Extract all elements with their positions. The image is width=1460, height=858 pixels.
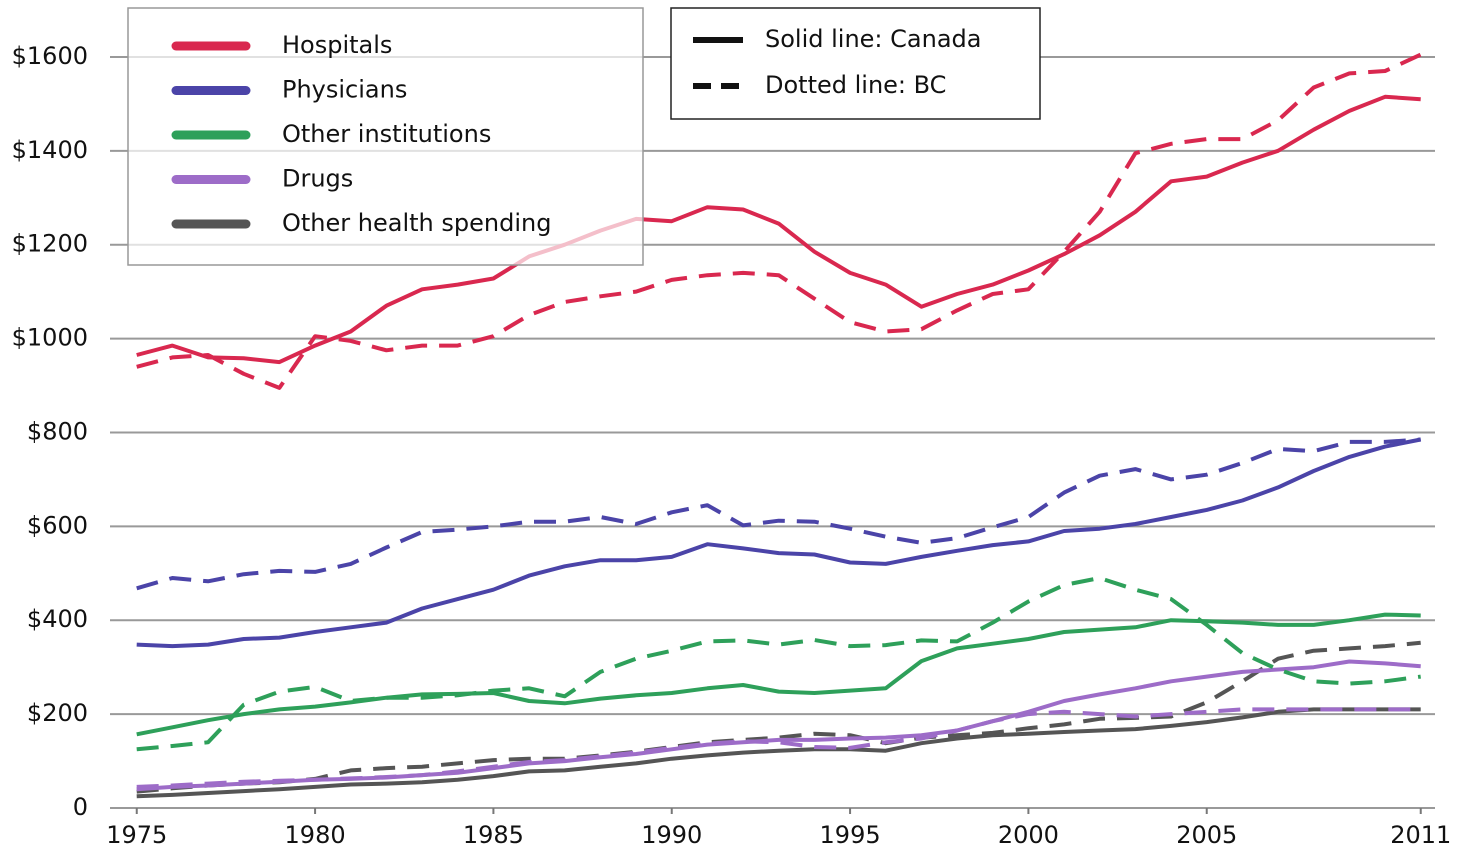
x-tick-label: 1990 — [641, 821, 702, 849]
style-legend: Solid line: Canada Dotted line: BC — [670, 7, 1041, 120]
series-line — [136, 576, 1421, 752]
series-line — [136, 659, 1421, 792]
x-tick-label: 1995 — [820, 821, 881, 849]
legend-label: Hospitals — [282, 31, 392, 59]
y-tick-label: $600 — [27, 511, 88, 539]
style-label: Dotted line: BC — [765, 71, 946, 99]
y-tick-label: $1200 — [12, 230, 88, 258]
x-tick-label: 1985 — [463, 821, 524, 849]
series-line — [136, 707, 1421, 799]
y-tick-label: $200 — [27, 699, 88, 727]
lines — [136, 52, 1422, 799]
x-tick-label: 2011 — [1390, 821, 1451, 849]
x-tick-label: 1980 — [285, 821, 346, 849]
series-line — [136, 437, 1421, 591]
series-line — [136, 437, 1422, 649]
series-line — [136, 52, 1422, 390]
x-tick-label: 1975 — [106, 821, 167, 849]
series-line — [136, 707, 1421, 789]
series-line — [136, 94, 1421, 365]
series-line — [136, 640, 1421, 794]
y-tick-label: $1000 — [12, 324, 88, 352]
y-tick-label: $800 — [27, 417, 88, 445]
style-legend-box — [670, 7, 1041, 120]
x-tick-label: 2005 — [1176, 821, 1237, 849]
y-tick-label: 0 — [73, 793, 88, 821]
y-tick-label: $1400 — [12, 136, 88, 164]
legend-label: Other institutions — [282, 120, 491, 148]
style-label: Solid line: Canada — [765, 25, 981, 53]
legend-label: Physicians — [282, 76, 407, 104]
x-tick-label: 2000 — [998, 821, 1059, 849]
legend: Hospitals Physicians Other institutions Dru… — [127, 7, 644, 266]
y-tick-label: $400 — [27, 605, 88, 633]
legend-label: Other health spending — [282, 209, 551, 237]
series-line — [136, 612, 1421, 737]
y-tick-label: $1600 — [12, 42, 88, 70]
legend-label: Drugs — [282, 165, 353, 193]
